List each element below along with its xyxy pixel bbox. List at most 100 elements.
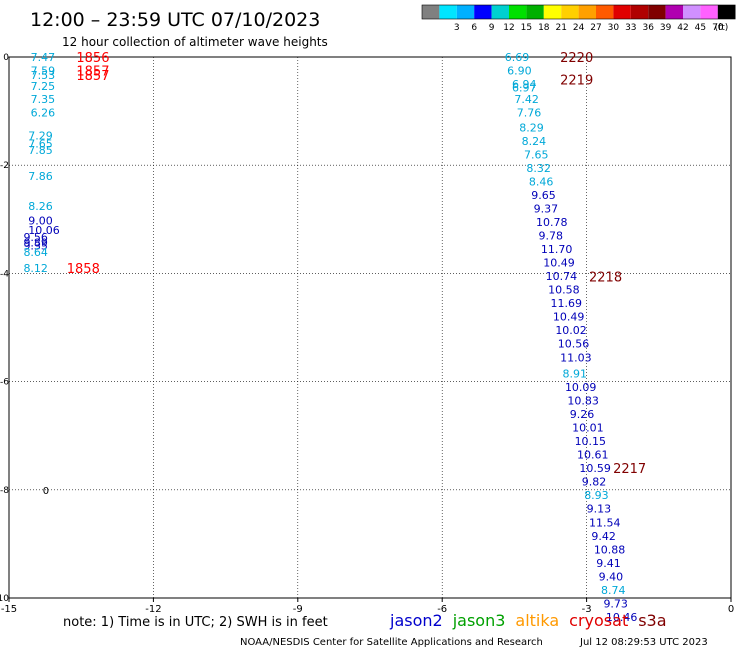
y-tick-label: -10 xyxy=(0,594,9,604)
color-swatch-label: 21 xyxy=(555,23,566,33)
x-tick-label: -15 xyxy=(1,604,17,615)
wave-height-label: 10.59 xyxy=(579,462,611,475)
y-tick-label: -4 xyxy=(0,269,9,279)
pass-time-label: 1857 xyxy=(76,65,109,80)
wave-height-label: 6.94 xyxy=(512,78,537,91)
color-swatch-label: 42 xyxy=(677,23,688,33)
color-swatch-label: 12 xyxy=(503,23,514,33)
x-tick-label: -3 xyxy=(582,604,592,615)
wave-height-label: 9.35 xyxy=(23,239,48,252)
wave-height-label: 7.53 xyxy=(31,69,56,82)
color-swatch xyxy=(683,5,701,19)
color-scale-frame xyxy=(421,4,736,20)
pass-time-label: 1856 xyxy=(76,51,109,66)
wave-height-label: 10.46 xyxy=(606,611,638,624)
wave-height-label: 9.56 xyxy=(23,231,48,244)
y-tick-label: 0 xyxy=(3,53,9,63)
wave-height-label: 10.74 xyxy=(546,270,578,283)
wave-height-label: 8.91 xyxy=(563,367,588,380)
wave-height-label: 8.64 xyxy=(23,246,48,259)
color-swatch-label: 27 xyxy=(590,23,601,33)
wave-height-label: 8.46 xyxy=(529,175,554,188)
wave-height-label: 10.88 xyxy=(594,543,626,556)
color-scale-unit: (ft) xyxy=(715,23,729,33)
color-swatch xyxy=(509,5,527,19)
wave-height-label: 10.83 xyxy=(567,395,599,408)
wave-height-label: 9.42 xyxy=(591,530,616,543)
wave-height-label: 7.47 xyxy=(31,51,56,64)
y-tick-label: -6 xyxy=(0,378,9,388)
x-tick-label: 0 xyxy=(728,604,734,615)
wave-height-label: 8.93 xyxy=(584,489,609,502)
wave-height-label: 11.54 xyxy=(589,516,621,529)
wave-height-label: 6.26 xyxy=(31,107,56,120)
wave-height-label: 7.35 xyxy=(31,93,56,106)
color-swatch xyxy=(613,5,631,19)
wave-height-label: 7.29 xyxy=(28,129,53,142)
x-tick-label: -12 xyxy=(145,604,161,615)
pass-time-label: 2218 xyxy=(589,271,622,286)
color-swatch xyxy=(491,5,509,19)
pass-time-label: 2217 xyxy=(613,462,646,477)
x-tick-label: -9 xyxy=(293,604,303,615)
wave-height-label: 6.90 xyxy=(507,65,532,78)
footnote: note: 1) Time is in UTC; 2) SWH is in fe… xyxy=(63,615,328,630)
wave-height-label: 11.69 xyxy=(551,297,583,310)
wave-height-label: 9.89 xyxy=(23,237,48,250)
color-swatch-label: 18 xyxy=(538,23,550,33)
plot-area: -15-12-9-6-300-2-4-6-8-107.477.597.537.2… xyxy=(0,51,734,624)
satellite-legend-item: jason2 xyxy=(389,611,443,630)
wave-height-label: 7.86 xyxy=(28,170,53,183)
color-swatch-label: 15 xyxy=(521,23,532,33)
plot-frame xyxy=(8,56,732,599)
color-swatch xyxy=(630,5,649,19)
color-swatch xyxy=(578,5,596,19)
wave-height-label: 9.73 xyxy=(603,597,628,610)
color-swatch xyxy=(474,5,492,19)
wave-height-label: 10.61 xyxy=(577,449,609,462)
wave-height-label: 7.65 xyxy=(28,138,53,151)
wave-height-label: 10.58 xyxy=(548,284,580,297)
wave-height-label: 10.15 xyxy=(575,435,607,448)
satellite-legend-item: jason3 xyxy=(452,611,506,630)
pass-time-label: 1857 xyxy=(76,69,109,84)
color-swatch xyxy=(648,5,666,19)
wave-height-label: 6.97 xyxy=(512,81,537,94)
wave-height-label: 10.78 xyxy=(536,216,568,229)
color-swatch-label: 6 xyxy=(471,23,477,33)
wave-height-label: 10.02 xyxy=(555,324,587,337)
color-swatch-label: 70 xyxy=(712,23,724,33)
wave-height-label: 8.29 xyxy=(519,121,544,134)
wave-height-label: 8.32 xyxy=(526,162,551,175)
point-label: 0 xyxy=(43,486,49,497)
wave-height-label: 8.24 xyxy=(522,135,547,148)
wave-height-label: 9.40 xyxy=(599,570,624,583)
chart-subtitle: 12 hour collection of altimeter wave hei… xyxy=(62,35,328,49)
color-swatch-label: 39 xyxy=(660,23,672,33)
y-tick-label: -2 xyxy=(0,161,9,171)
credit-line: NOAA/NESDIS Center for Satellite Applica… xyxy=(240,637,543,648)
chart-title: 12:00 – 23:59 UTC 07/10/2023 xyxy=(30,9,320,31)
wave-height-label: 10.09 xyxy=(565,381,597,394)
wave-height-label: 9.78 xyxy=(538,230,563,243)
wave-height-label: 9.26 xyxy=(570,408,595,421)
color-swatch xyxy=(717,5,736,19)
wave-height-label: 11.70 xyxy=(541,243,573,256)
wave-height-label: 9.65 xyxy=(531,189,556,202)
wave-height-label: 6.69 xyxy=(505,51,529,64)
color-swatch-label: 33 xyxy=(625,23,636,33)
color-swatch xyxy=(596,5,614,19)
wave-height-label: 10.49 xyxy=(543,257,575,270)
wave-height-label: 10.56 xyxy=(558,338,590,351)
wave-height-label: 10.01 xyxy=(572,422,604,435)
satellite-legend-item: s3a xyxy=(638,611,666,630)
wave-height-label: 7.85 xyxy=(28,144,53,157)
wave-height-label: 9.41 xyxy=(596,557,621,570)
color-swatch xyxy=(422,5,440,19)
color-swatch-label: 9 xyxy=(489,23,495,33)
satellite-legend: jason2 jason3 altika cryosat s3a xyxy=(389,611,667,630)
satellite-legend-item: cryosat xyxy=(569,611,628,630)
wave-height-label: 9.00 xyxy=(28,214,53,227)
wave-height-label: 9.13 xyxy=(587,503,612,516)
